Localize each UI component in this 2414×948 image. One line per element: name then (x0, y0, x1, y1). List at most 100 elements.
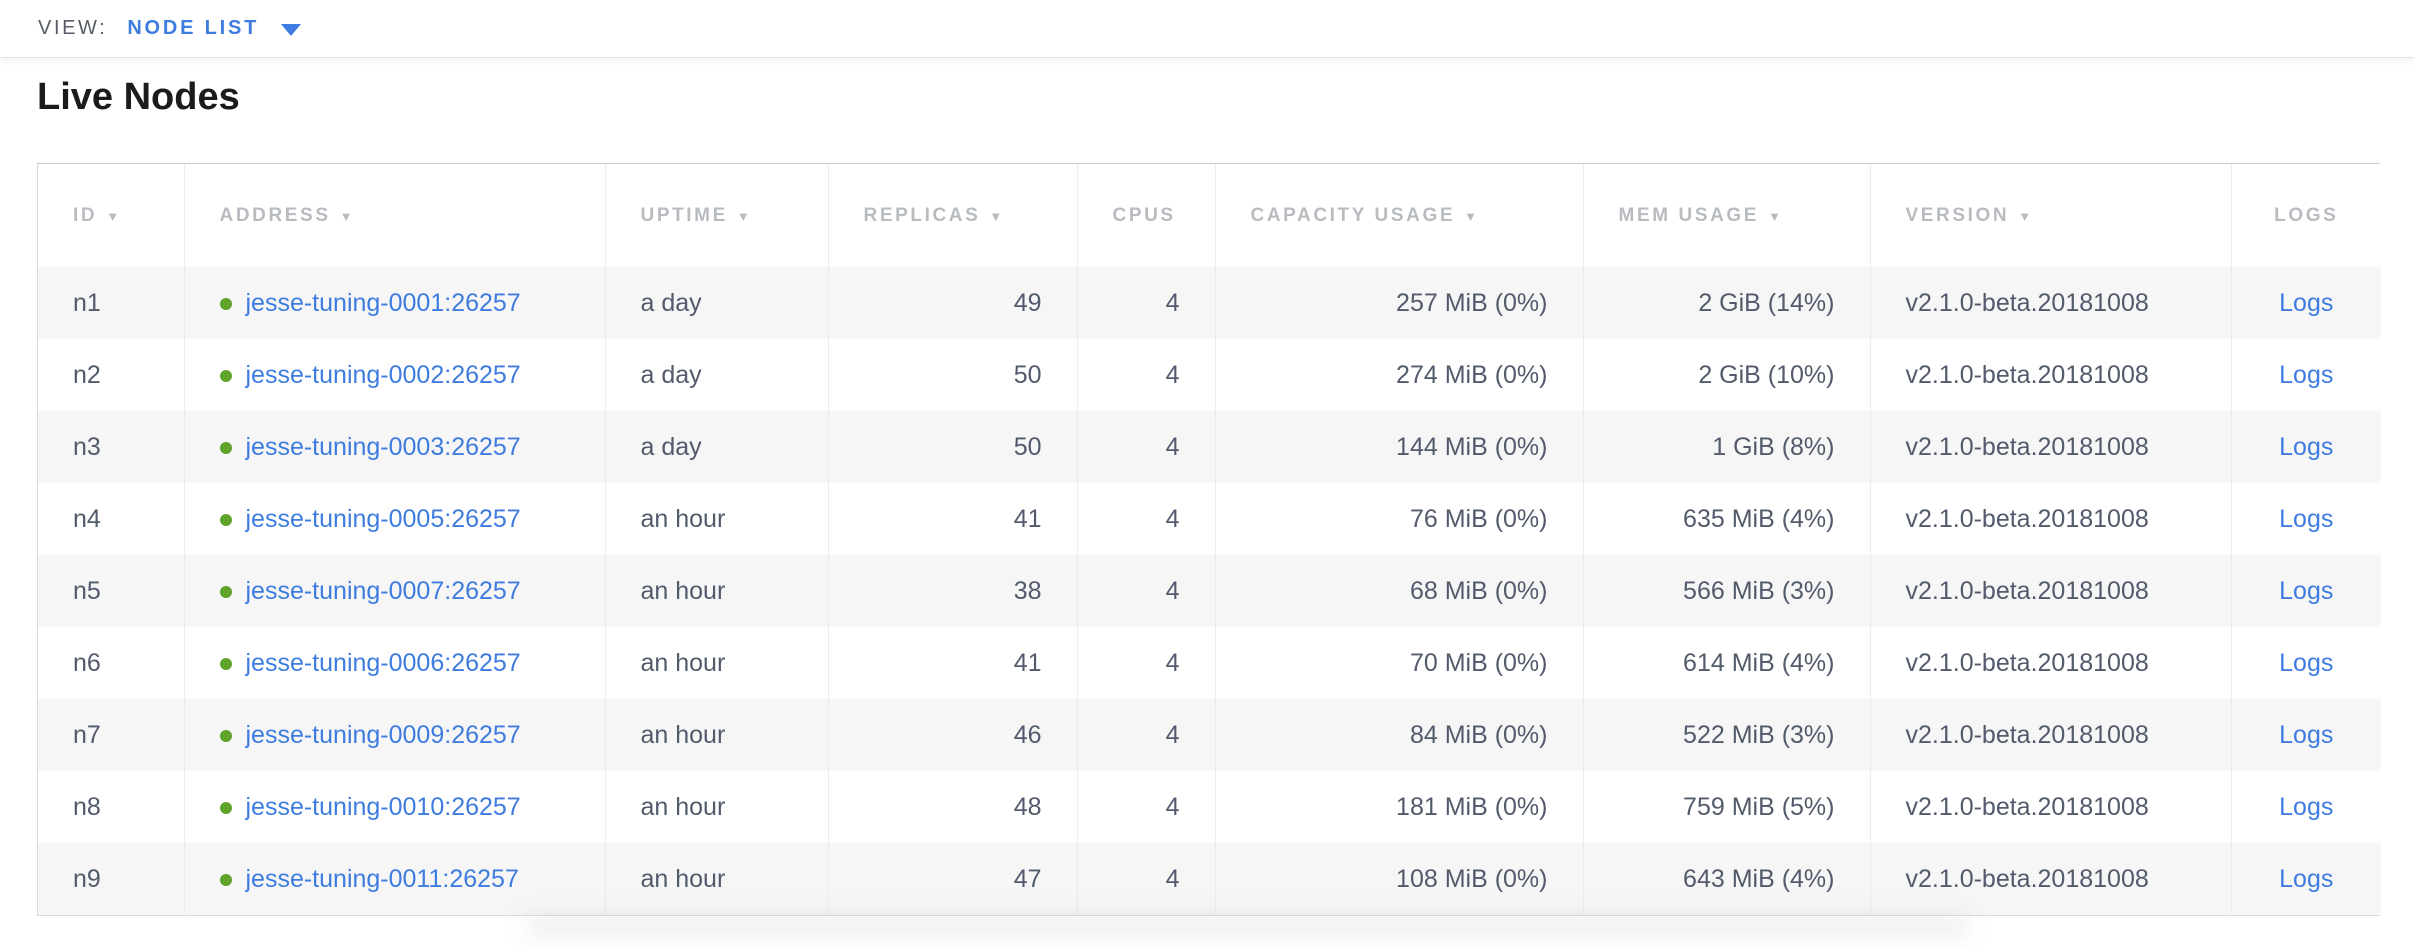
node-address-link[interactable]: jesse-tuning-0002:26257 (245, 360, 521, 389)
column-header-id[interactable]: ID ▼ (38, 164, 185, 267)
table-row: n2 jesse-tuning-0002:26257 a day 50 4 274 MiB… (38, 339, 2381, 411)
logs-link[interactable]: Logs (2279, 576, 2334, 605)
table-row: n3 jesse-tuning-0003:26257 a day 50 4 144 MiB… (38, 411, 2381, 483)
cell-address: jesse-tuning-0001:26257 (184, 267, 606, 339)
table-row: n8 jesse-tuning-0010:26257 an hour 48 4 181 M… (38, 771, 2381, 843)
table-header-row: ID ▼ ADDRESS ▼ UPTIME ▼ REPLICAS ▼ CPUS CAPACITY … (38, 164, 2381, 267)
logs-link[interactable]: Logs (2279, 864, 2334, 893)
logs-link[interactable]: Logs (2279, 648, 2334, 677)
cell-capacity_usage: 274 MiB (0%) (1215, 339, 1584, 411)
cell-address: jesse-tuning-0002:26257 (184, 339, 606, 411)
cell-id: n7 (38, 699, 185, 771)
cell-version: v2.1.0-beta.20181008 (1870, 555, 2232, 627)
cell-uptime: an hour (605, 483, 829, 555)
table-row: n1 jesse-tuning-0001:26257 a day 49 4 257 MiB… (38, 267, 2381, 339)
view-dropdown[interactable]: NODE LIST (127, 17, 302, 40)
logs-link[interactable]: Logs (2279, 288, 2334, 317)
cell-capacity_usage: 68 MiB (0%) (1215, 555, 1584, 627)
column-header-label: REPLICAS (863, 204, 981, 226)
node-address-link[interactable]: jesse-tuning-0011:26257 (245, 864, 519, 893)
view-bar: VIEW: NODE LIST (0, 0, 2414, 58)
column-header-label: VERSION (1905, 204, 2010, 226)
sort-desc-icon: ▼ (1464, 208, 1480, 224)
logs-link[interactable]: Logs (2279, 720, 2334, 749)
column-header-capacity_usage[interactable]: CAPACITY USAGE ▼ (1215, 164, 1584, 267)
cell-uptime: an hour (605, 843, 829, 915)
node-address-link[interactable]: jesse-tuning-0009:26257 (245, 720, 521, 749)
bottom-shadow (525, 917, 1970, 935)
logs-link[interactable]: Logs (2279, 432, 2334, 461)
cell-id: n6 (38, 627, 185, 699)
cell-address: jesse-tuning-0005:26257 (184, 483, 606, 555)
node-address-link[interactable]: jesse-tuning-0010:26257 (245, 792, 521, 821)
table-row: n7 jesse-tuning-0009:26257 an hour 46 4 84 Mi… (38, 699, 2381, 771)
cell-logs: Logs (2231, 627, 2381, 699)
node-address-link[interactable]: jesse-tuning-0006:26257 (245, 648, 521, 677)
cell-version: v2.1.0-beta.20181008 (1870, 411, 2232, 483)
sort-desc-icon: ▼ (2018, 208, 2034, 224)
cell-id: n5 (38, 555, 185, 627)
cell-cpus: 4 (1077, 843, 1216, 915)
column-header-label: LOGS (2274, 204, 2339, 226)
column-header-uptime[interactable]: UPTIME ▼ (605, 164, 829, 267)
table-row: n6 jesse-tuning-0006:26257 an hour 41 4 70 Mi… (38, 627, 2381, 699)
node-address-link[interactable]: jesse-tuning-0007:26257 (245, 576, 521, 605)
cell-mem_usage: 643 MiB (4%) (1583, 843, 1871, 915)
cell-uptime: a day (605, 411, 829, 483)
cell-cpus: 4 (1077, 339, 1216, 411)
logs-link[interactable]: Logs (2279, 792, 2334, 821)
node-live-icon (219, 873, 232, 886)
cell-id: n4 (38, 483, 185, 555)
logs-link[interactable]: Logs (2279, 360, 2334, 389)
cell-address: jesse-tuning-0011:26257 (184, 843, 606, 915)
column-header-replicas[interactable]: REPLICAS ▼ (828, 164, 1078, 267)
cell-replicas: 47 (828, 843, 1078, 915)
cell-cpus: 4 (1077, 483, 1216, 555)
cell-cpus: 4 (1077, 699, 1216, 771)
cell-replicas: 49 (828, 267, 1078, 339)
sort-desc-icon: ▼ (736, 208, 753, 224)
cell-replicas: 38 (828, 555, 1078, 627)
node-live-icon (219, 369, 232, 382)
node-address-link[interactable]: jesse-tuning-0003:26257 (245, 432, 521, 461)
column-header-version[interactable]: VERSION ▼ (1870, 164, 2232, 267)
cell-replicas: 50 (828, 411, 1078, 483)
cell-version: v2.1.0-beta.20181008 (1870, 339, 2232, 411)
cell-mem_usage: 522 MiB (3%) (1583, 699, 1871, 771)
cell-replicas: 41 (828, 627, 1078, 699)
node-live-icon (219, 513, 232, 526)
cell-uptime: an hour (605, 555, 829, 627)
cell-logs: Logs (2231, 411, 2381, 483)
cell-logs: Logs (2231, 339, 2381, 411)
cell-mem_usage: 614 MiB (4%) (1583, 627, 1871, 699)
cell-capacity_usage: 84 MiB (0%) (1215, 699, 1584, 771)
cell-id: n3 (38, 411, 185, 483)
cell-capacity_usage: 181 MiB (0%) (1215, 771, 1584, 843)
column-header-logs: LOGS (2231, 164, 2381, 267)
cell-cpus: 4 (1077, 555, 1216, 627)
cell-logs: Logs (2231, 843, 2381, 915)
logs-link[interactable]: Logs (2279, 504, 2334, 533)
node-live-icon (219, 729, 232, 742)
cell-uptime: a day (605, 267, 829, 339)
caret-down-icon (281, 24, 302, 36)
column-header-address[interactable]: ADDRESS ▼ (184, 164, 606, 267)
cell-mem_usage: 759 MiB (5%) (1583, 771, 1871, 843)
node-address-link[interactable]: jesse-tuning-0001:26257 (245, 288, 521, 317)
cell-uptime: an hour (605, 627, 829, 699)
cell-address: jesse-tuning-0006:26257 (184, 627, 606, 699)
page-title: Live Nodes (37, 76, 240, 118)
cell-capacity_usage: 257 MiB (0%) (1215, 267, 1584, 339)
cell-logs: Logs (2231, 699, 2381, 771)
cell-logs: Logs (2231, 483, 2381, 555)
cell-uptime: a day (605, 339, 829, 411)
cell-id: n2 (38, 339, 185, 411)
cell-mem_usage: 2 GiB (14%) (1583, 267, 1871, 339)
cell-logs: Logs (2231, 267, 2381, 339)
cell-replicas: 48 (828, 771, 1078, 843)
node-address-link[interactable]: jesse-tuning-0005:26257 (245, 504, 521, 533)
column-header-mem_usage[interactable]: MEM USAGE ▼ (1583, 164, 1871, 267)
node-live-icon (219, 441, 232, 454)
cell-address: jesse-tuning-0003:26257 (184, 411, 606, 483)
cell-id: n8 (38, 771, 185, 843)
